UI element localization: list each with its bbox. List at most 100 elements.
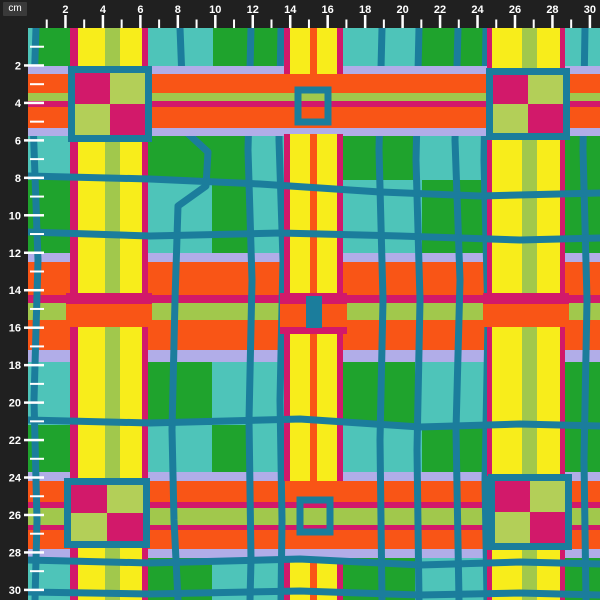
left-ruler-number: 16 <box>9 323 21 335</box>
top-ruler-major-tick <box>64 15 67 28</box>
left-ruler-major-tick <box>24 513 44 517</box>
v-gridline <box>168 28 212 600</box>
top-ruler-number: 6 <box>137 4 143 16</box>
band-c-stripe <box>28 502 600 508</box>
left-ruler-major-tick <box>24 326 44 329</box>
left-ruler-minor-tick <box>30 532 44 535</box>
left-ruler-number: 24 <box>9 473 22 485</box>
top-ruler-number: 2 <box>62 4 68 16</box>
left-ruler-number: 18 <box>9 360 21 372</box>
top-ruler-minor-tick <box>420 19 423 28</box>
yellow-stripe-part <box>310 558 317 600</box>
left-ruler-minor-tick <box>30 120 44 123</box>
blue-square-outline <box>296 496 334 536</box>
yellow-stripe-part <box>70 28 78 70</box>
left-ruler-number: 28 <box>9 547 21 559</box>
top-ruler-major-tick <box>476 15 479 28</box>
h-gridline <box>28 587 600 599</box>
top-ruler-major-tick <box>251 15 255 28</box>
checkerboard-cell <box>107 485 143 513</box>
top-ruler-number: 18 <box>359 4 371 16</box>
fabric-block <box>212 425 250 472</box>
top-ruler-major-tick <box>588 15 592 28</box>
checkerboard-cell <box>530 512 565 543</box>
top-ruler-number: 24 <box>471 4 484 16</box>
left-ruler-major-tick <box>24 288 44 292</box>
yellow-stripe-part <box>487 28 492 70</box>
h-gridline <box>28 228 600 244</box>
top-ruler-number: 30 <box>584 4 596 16</box>
blue-square-outline <box>294 86 332 126</box>
band-b-cross <box>483 293 569 304</box>
left-ruler-number: 6 <box>15 135 21 147</box>
top-ruler-number: 20 <box>396 4 408 16</box>
yellow-stripe-part <box>560 550 565 600</box>
band-a-stripe <box>28 101 600 107</box>
top-ruler-major-tick <box>551 15 554 28</box>
top-ruler-major-tick <box>401 15 404 28</box>
fabric-block <box>148 425 212 472</box>
left-ruler <box>0 0 28 600</box>
yellow-stripe-part <box>70 546 78 600</box>
top-ruler-minor-tick <box>495 19 498 28</box>
top-ruler-minor-tick <box>233 19 236 28</box>
yellow-stripe-part <box>487 550 492 600</box>
ruler-unit-label: cm <box>3 2 27 16</box>
band-c-stripe <box>28 525 600 530</box>
center-blue-bar <box>306 296 322 328</box>
left-ruler-major-tick <box>24 363 44 367</box>
fabric-block <box>212 180 250 253</box>
left-ruler-minor-tick <box>30 570 44 573</box>
top-ruler <box>0 0 600 28</box>
yellow-stripe-part <box>290 28 310 74</box>
top-ruler-minor-tick <box>570 19 573 28</box>
checkerboard-cell <box>110 104 145 135</box>
top-ruler-number: 26 <box>509 4 521 16</box>
checkerboard-cell <box>107 513 143 541</box>
fabric-block <box>415 362 487 425</box>
yellow-stripe-part <box>284 28 290 74</box>
left-ruler-major-tick <box>24 476 44 479</box>
band-c-stripe <box>28 549 600 558</box>
left-ruler-number: 30 <box>9 585 21 597</box>
yellow-stripe-part <box>142 28 148 70</box>
top-ruler-number: 14 <box>284 4 297 16</box>
top-ruler-number: 8 <box>175 4 181 16</box>
top-ruler-major-tick <box>214 15 217 28</box>
left-ruler-major-tick <box>24 401 44 404</box>
checkerboard-cell <box>71 513 107 541</box>
left-ruler-major-tick <box>24 139 44 142</box>
top-ruler-major-tick <box>438 15 442 28</box>
fabric-block <box>213 28 278 66</box>
h-gridline <box>28 172 600 200</box>
checkerboard-cell <box>495 512 530 543</box>
left-ruler-number: 20 <box>9 398 21 410</box>
band-a-stripe <box>28 107 600 128</box>
yellow-stripe-part <box>337 28 343 74</box>
h-gridline <box>28 555 600 569</box>
checkerboard-cell <box>493 104 528 133</box>
yellow-stripe-part <box>105 28 120 70</box>
fabric-block <box>148 362 212 425</box>
top-ruler-number: 22 <box>434 4 446 16</box>
yellow-stripe-part <box>337 558 343 600</box>
top-ruler-minor-tick <box>45 19 48 28</box>
left-ruler-minor-tick <box>30 45 44 48</box>
top-ruler-minor-tick <box>158 19 161 28</box>
left-ruler-number: 2 <box>15 60 21 72</box>
top-ruler-minor-tick <box>83 19 86 28</box>
top-ruler-major-tick <box>363 15 367 28</box>
left-ruler-minor-tick <box>30 83 44 86</box>
left-ruler-minor-tick <box>30 270 44 273</box>
band-a-stripe <box>28 93 600 101</box>
top-ruler-major-tick <box>513 15 517 28</box>
top-ruler-number: 4 <box>100 4 107 16</box>
fabric-block <box>415 136 487 180</box>
left-ruler-minor-tick <box>30 233 44 236</box>
yellow-stripe-part <box>284 558 290 600</box>
left-ruler-minor-tick <box>30 307 44 310</box>
h-gridline <box>28 415 600 431</box>
top-ruler-number: 12 <box>247 4 259 16</box>
yellow-stripe-part <box>560 28 565 70</box>
